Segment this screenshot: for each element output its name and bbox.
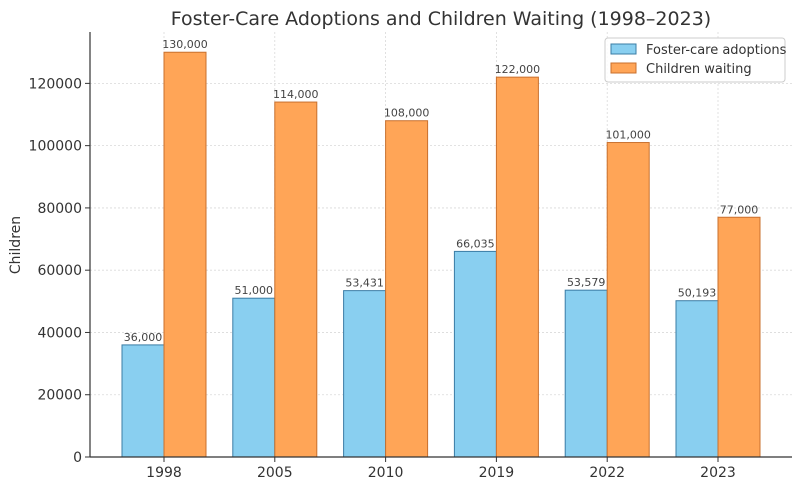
x-ticks: 1998 2005 2010 2019 2022 2023 bbox=[146, 457, 736, 481]
bar-waiting bbox=[385, 120, 429, 458]
data-label-waiting: 77,000 bbox=[720, 203, 759, 216]
x-tick-label: 2005 bbox=[257, 465, 293, 481]
data-label-waiting: 101,000 bbox=[605, 129, 651, 142]
y-tick-label: 120000 bbox=[29, 76, 82, 92]
x-tick-label: 2010 bbox=[368, 465, 404, 481]
bars bbox=[121, 51, 761, 458]
bar-waiting bbox=[274, 101, 318, 458]
bar-adoptions bbox=[232, 297, 276, 458]
data-label-waiting: 122,000 bbox=[495, 63, 541, 76]
data-label-waiting: 130,000 bbox=[162, 38, 208, 51]
legend-swatch-waiting bbox=[610, 62, 637, 74]
x-tick-label: 2022 bbox=[589, 465, 625, 481]
bar-adoptions bbox=[564, 289, 608, 458]
y-tick-label: 80000 bbox=[37, 201, 82, 217]
chart-title: Foster-Care Adoptions and Children Waiti… bbox=[171, 8, 711, 30]
bar-adoptions bbox=[675, 300, 719, 458]
data-label-waiting: 114,000 bbox=[273, 88, 319, 101]
legend-box bbox=[604, 37, 786, 83]
bar-waiting bbox=[717, 216, 761, 458]
y-tick-label: 40000 bbox=[37, 325, 82, 341]
y-axis-label: Children bbox=[8, 216, 24, 274]
legend-swatch-adoptions bbox=[610, 43, 637, 55]
y-tick-label: 0 bbox=[73, 450, 82, 466]
bar-waiting bbox=[163, 51, 207, 458]
data-label-waiting: 108,000 bbox=[384, 107, 430, 120]
y-tick-label: 60000 bbox=[37, 263, 82, 279]
y-tick-label: 100000 bbox=[29, 139, 82, 155]
bar-waiting bbox=[606, 142, 650, 458]
bar-waiting bbox=[495, 76, 539, 458]
y-tick-label: 20000 bbox=[37, 388, 82, 404]
axes bbox=[89, 32, 792, 458]
data-label-adoptions: 53,579 bbox=[567, 276, 606, 289]
bar-adoptions bbox=[453, 250, 497, 458]
bar-adoptions bbox=[343, 290, 387, 458]
legend-label-waiting: Children waiting bbox=[646, 62, 752, 77]
x-tick-label: 2023 bbox=[700, 465, 736, 481]
x-tick-label: 2019 bbox=[479, 465, 515, 481]
legend: Foster-care adoptions Children waiting bbox=[604, 37, 787, 83]
legend-label-adoptions: Foster-care adoptions bbox=[646, 43, 787, 58]
data-label-adoptions: 50,193 bbox=[678, 287, 717, 300]
y-ticks: 0 20000 40000 60000 80000 100000 120000 bbox=[29, 76, 90, 466]
data-label-adoptions: 66,035 bbox=[456, 237, 495, 250]
data-label-adoptions: 51,000 bbox=[235, 284, 274, 297]
data-label-adoptions: 36,000 bbox=[124, 331, 163, 344]
data-label-adoptions: 53,431 bbox=[345, 277, 384, 290]
bar-adoptions bbox=[121, 344, 165, 458]
data-labels: 36,000 130,000 51,000 114,000 53,431 108,000 6… bbox=[124, 38, 759, 344]
x-tick-label: 1998 bbox=[146, 465, 182, 481]
